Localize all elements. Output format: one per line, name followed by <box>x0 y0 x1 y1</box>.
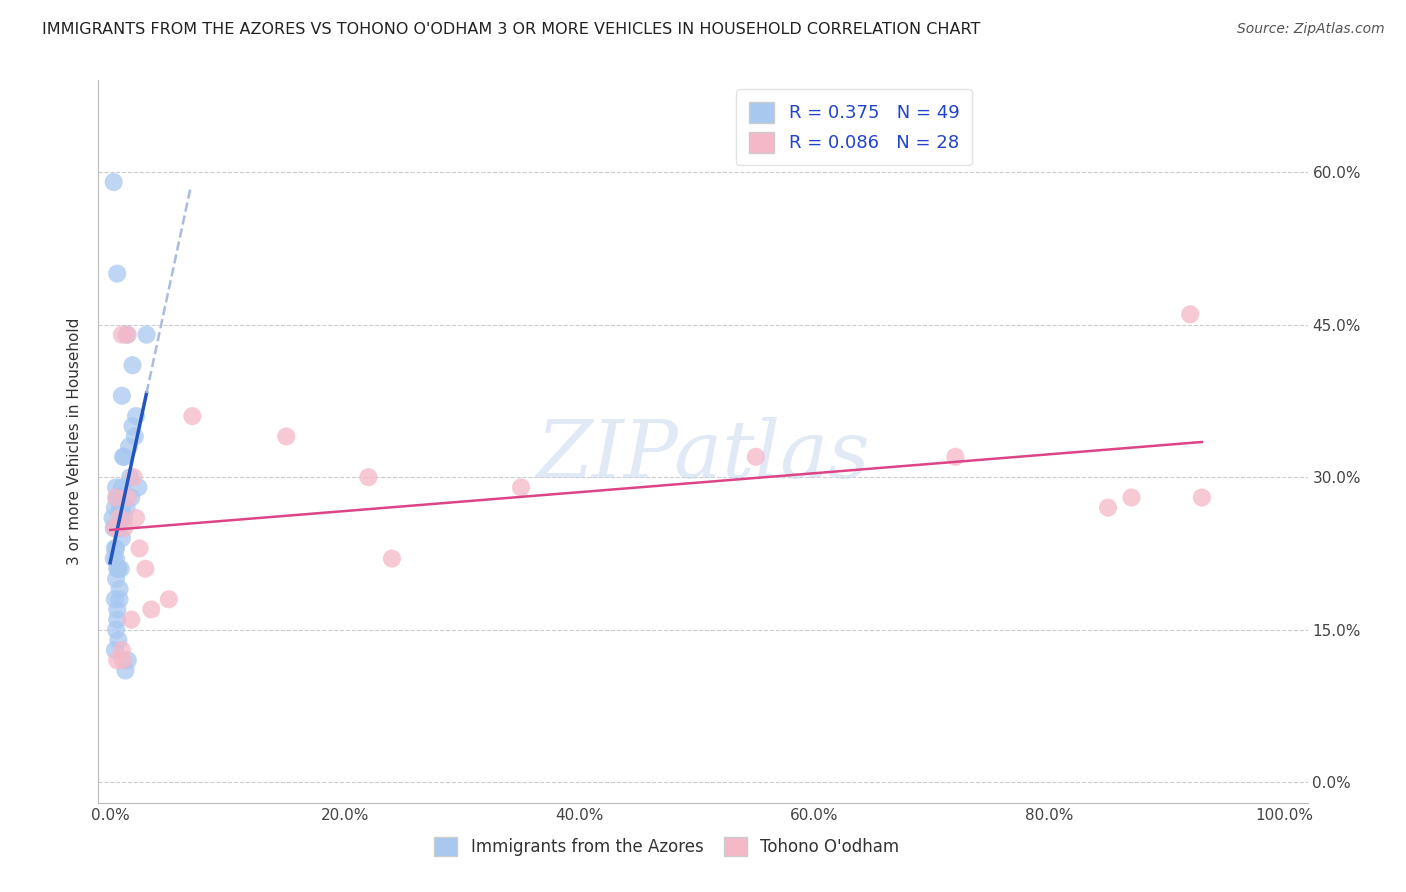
Point <box>110 511 132 525</box>
Point <box>118 440 141 454</box>
Point <box>1191 491 1213 505</box>
Point <box>945 450 967 464</box>
Point <box>112 511 135 525</box>
Point <box>510 480 533 494</box>
Point <box>107 491 129 505</box>
Point <box>108 592 131 607</box>
Point <box>108 582 131 596</box>
Point <box>117 327 139 342</box>
Point <box>135 327 157 342</box>
Point <box>105 267 128 281</box>
Point <box>117 653 139 667</box>
Point <box>111 327 134 342</box>
Point <box>110 500 132 515</box>
Point <box>103 551 125 566</box>
Point <box>381 551 404 566</box>
Point <box>108 521 131 535</box>
Point <box>105 572 128 586</box>
Point <box>141 602 163 616</box>
Point <box>121 419 143 434</box>
Text: IMMIGRANTS FROM THE AZORES VS TOHONO O'ODHAM 3 OR MORE VEHICLES IN HOUSEHOLD COR: IMMIGRANTS FROM THE AZORES VS TOHONO O'O… <box>42 22 980 37</box>
Point <box>115 327 138 342</box>
Point <box>128 541 150 556</box>
Text: ZIPatlas: ZIPatlas <box>536 417 870 495</box>
Point <box>107 491 129 505</box>
Point <box>124 429 146 443</box>
Point <box>134 562 156 576</box>
Point <box>276 429 298 443</box>
Point <box>357 470 380 484</box>
Point <box>121 358 143 372</box>
Point <box>1121 491 1143 505</box>
Point <box>1180 307 1202 321</box>
Y-axis label: 3 or more Vehicles in Household: 3 or more Vehicles in Household <box>67 318 83 566</box>
Point <box>103 175 125 189</box>
Point <box>105 623 128 637</box>
Point <box>105 602 128 616</box>
Point <box>117 491 139 505</box>
Point <box>111 643 134 657</box>
Point <box>104 521 127 535</box>
Point <box>105 491 128 505</box>
Point <box>112 450 135 464</box>
Point <box>105 562 128 576</box>
Point <box>127 480 149 494</box>
Point <box>1097 500 1119 515</box>
Point <box>103 521 125 535</box>
Point <box>105 613 128 627</box>
Text: Source: ZipAtlas.com: Source: ZipAtlas.com <box>1237 22 1385 37</box>
Point <box>120 613 142 627</box>
Point <box>112 450 135 464</box>
Point <box>125 511 148 525</box>
Point <box>105 541 128 556</box>
Point <box>104 592 127 607</box>
Point <box>107 562 129 576</box>
Point <box>105 551 128 566</box>
Point <box>115 500 138 515</box>
Point <box>111 389 134 403</box>
Point <box>107 632 129 647</box>
Point <box>120 470 142 484</box>
Point <box>105 480 128 494</box>
Point <box>745 450 768 464</box>
Point <box>105 653 128 667</box>
Point <box>104 500 127 515</box>
Legend: Immigrants from the Azores, Tohono O'odham: Immigrants from the Azores, Tohono O'odh… <box>427 830 905 863</box>
Point <box>108 511 131 525</box>
Point <box>122 470 145 484</box>
Point <box>120 491 142 505</box>
Point <box>114 664 136 678</box>
Point <box>157 592 180 607</box>
Point <box>108 500 131 515</box>
Point <box>101 511 124 525</box>
Point <box>110 562 132 576</box>
Point <box>104 643 127 657</box>
Point <box>111 500 134 515</box>
Point <box>104 541 127 556</box>
Point <box>181 409 204 423</box>
Point <box>112 653 135 667</box>
Point <box>125 409 148 423</box>
Point <box>111 480 134 494</box>
Point <box>112 521 135 535</box>
Point <box>105 491 128 505</box>
Point <box>111 531 134 545</box>
